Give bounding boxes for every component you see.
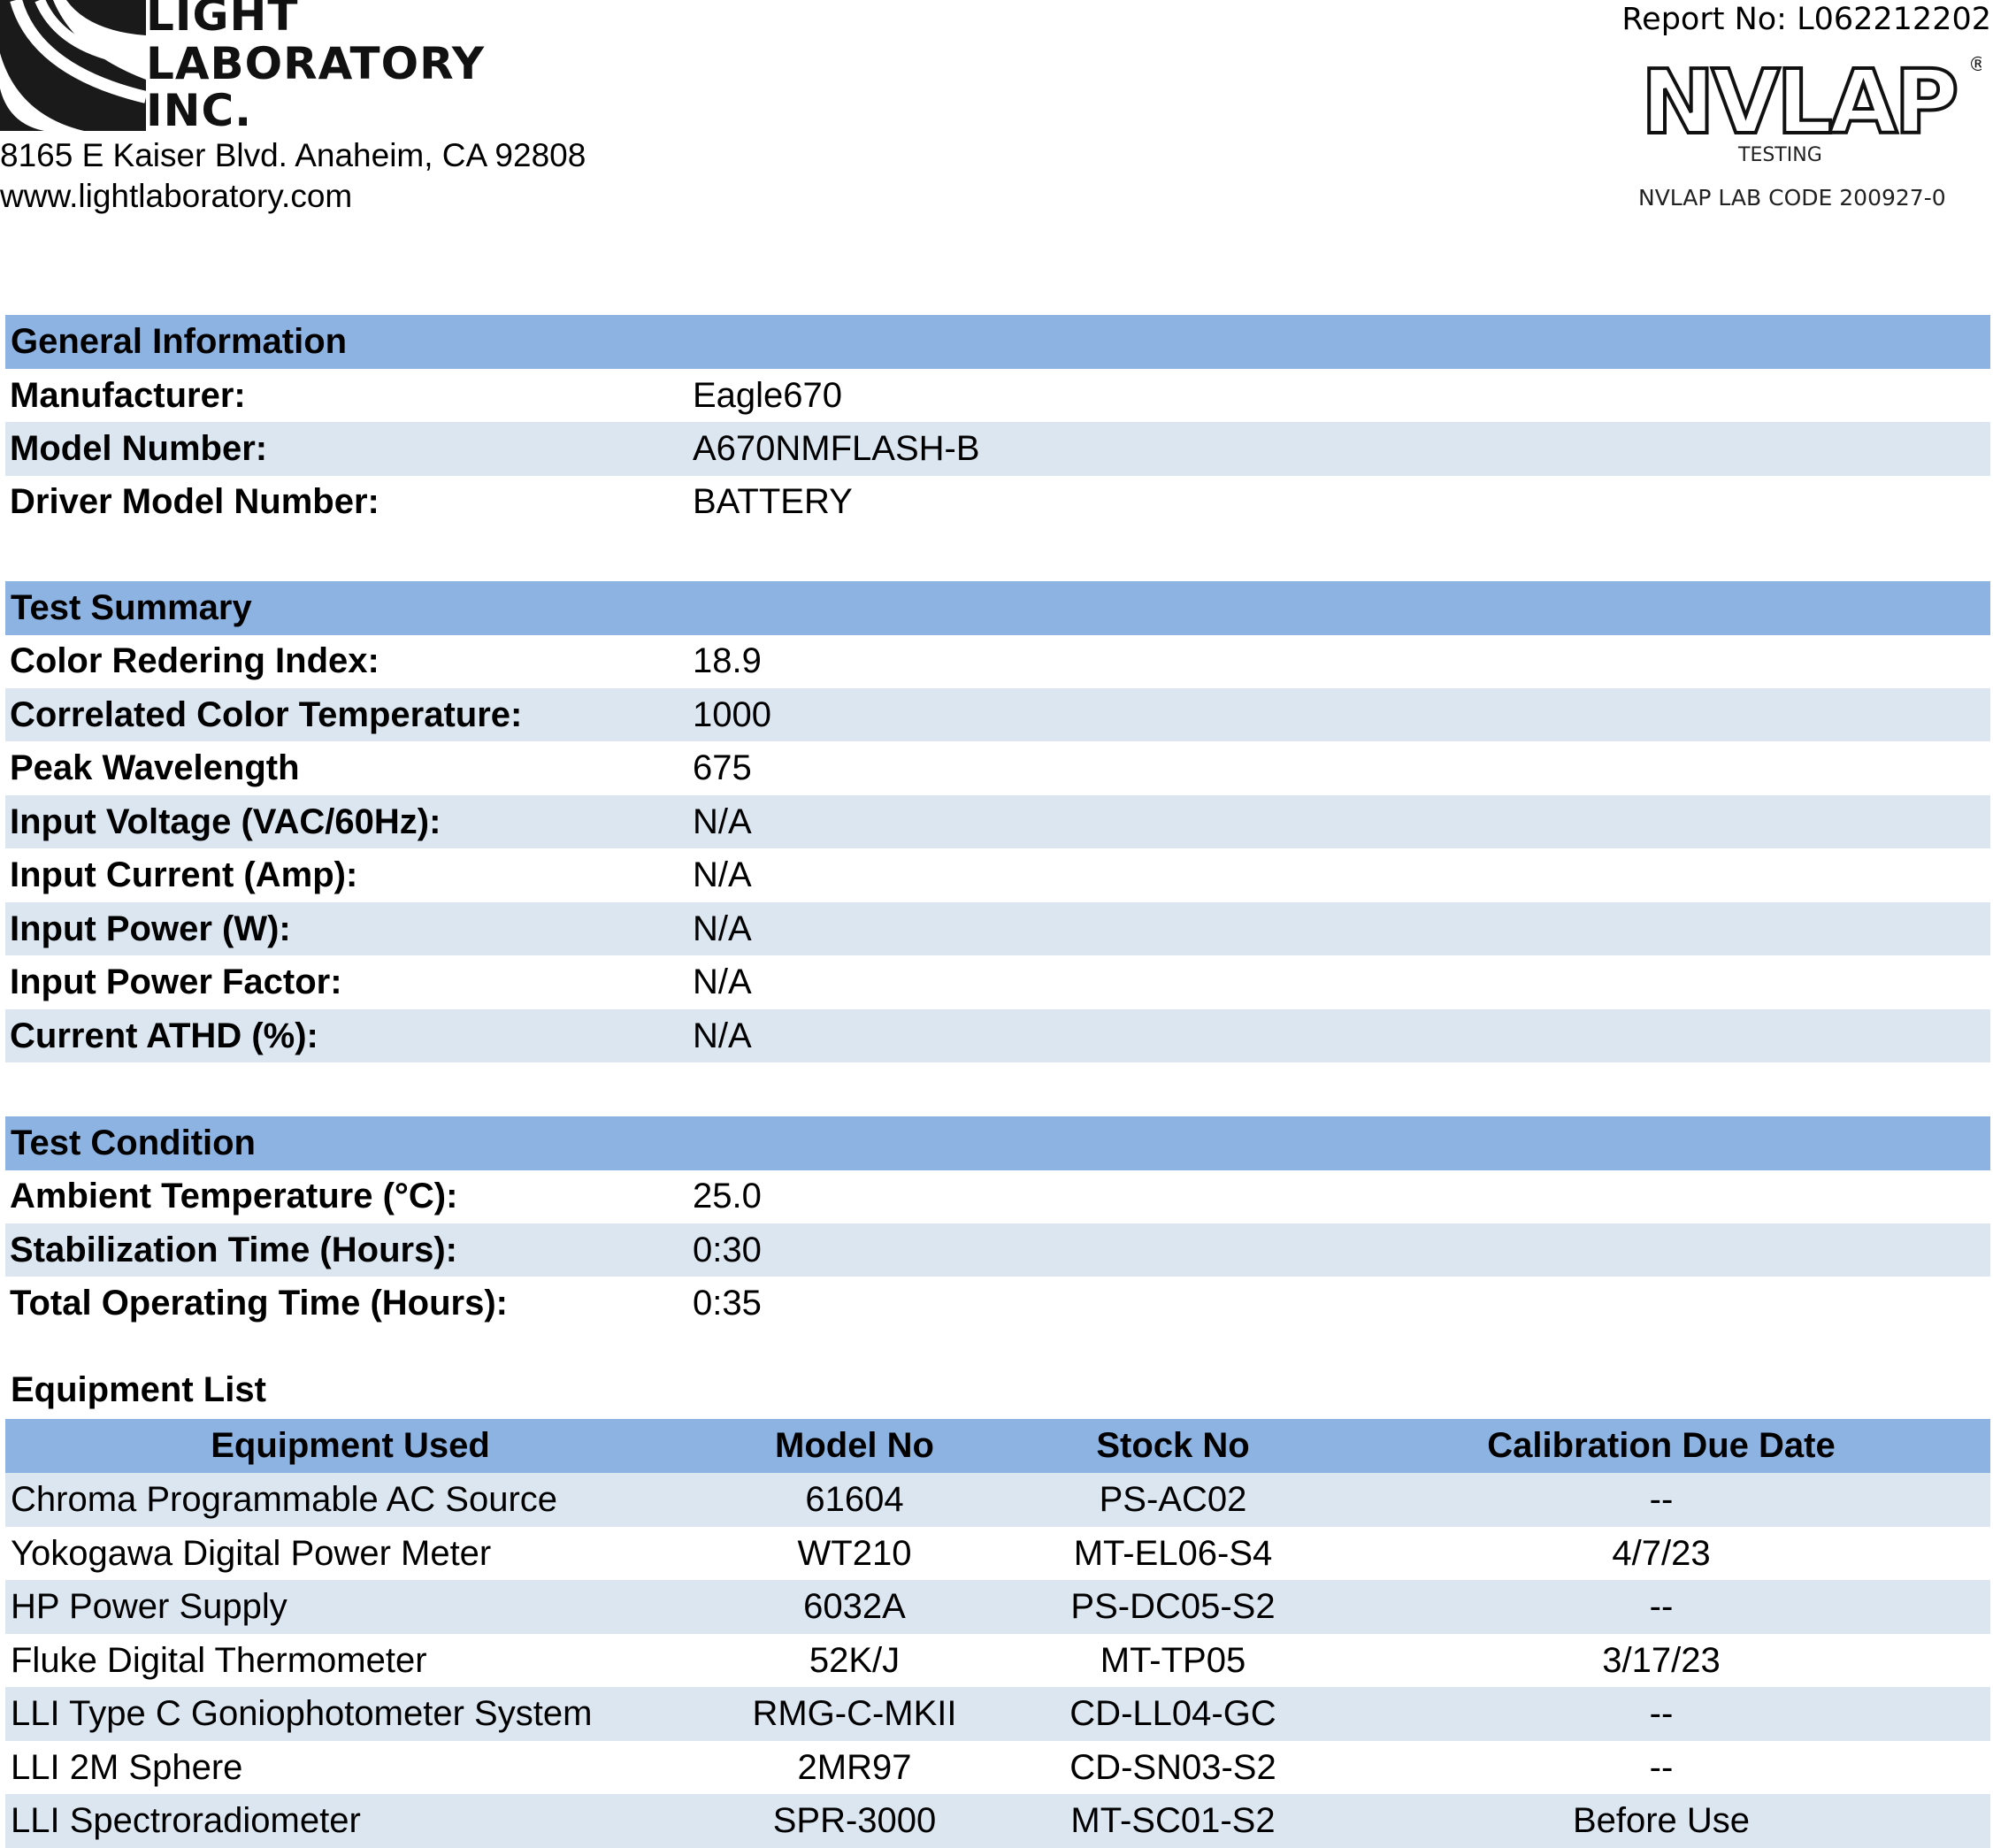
equipment-row: LLI 2M Sphere 2MR97 CD-SN03-S2 --: [5, 1741, 1990, 1795]
logo-text-line: INC.: [146, 85, 253, 136]
model-no: 2MR97: [797, 1747, 912, 1787]
field-label: Driver Model Number:: [10, 482, 379, 521]
info-row: Input Voltage (VAC/60Hz): N/A: [5, 794, 1990, 848]
calibration-due-date: --: [1649, 1747, 1674, 1787]
equipment-row: LLI Spectroradiometer SPR-3000 MT-SC01-S2 B…: [5, 1794, 1990, 1848]
logo-text-line: LABORATORY: [146, 38, 486, 89]
field-value: N/A: [693, 962, 752, 1001]
model-no: 61604: [805, 1480, 904, 1519]
svg-text:NVLAP: NVLAP: [1641, 50, 1956, 154]
model-no: RMG-C-MKII: [752, 1694, 957, 1733]
info-row: Peak Wavelength 675: [5, 741, 1990, 795]
info-row: Driver Model Number: BATTERY: [5, 475, 1990, 529]
nvlap-logo: NVLAP ® TESTING: [1637, 49, 1988, 181]
info-row: Input Current (Amp): N/A: [5, 848, 1990, 902]
equipment-list-title: Equipment List: [11, 1370, 266, 1409]
field-label: Correlated Color Temperature:: [10, 694, 523, 734]
field-label: Peak Wavelength: [10, 748, 300, 787]
field-value: 0:35: [693, 1284, 762, 1323]
field-value: 25.0: [693, 1177, 762, 1215]
light-rays-logo-icon: [0, 0, 146, 131]
calibration-due-date: --: [1649, 1587, 1674, 1626]
model-no: 52K/J: [809, 1640, 901, 1680]
model-no: 6032A: [803, 1587, 906, 1626]
field-value: 0:30: [693, 1230, 762, 1269]
field-value: N/A: [693, 855, 752, 894]
model-no: SPR-3000: [772, 1801, 937, 1840]
light-laboratory-logo: LIGHT LABORATORY INC.: [0, 0, 484, 136]
column-header: Stock No: [1096, 1426, 1250, 1465]
info-row: Input Power Factor: N/A: [5, 955, 1990, 1009]
field-value: 18.9: [693, 641, 762, 680]
stock-no: MT-TP05: [1100, 1640, 1246, 1680]
model-no: WT210: [797, 1533, 912, 1573]
field-value: Eagle670: [693, 376, 843, 415]
field-label: Stabilization Time (Hours):: [10, 1230, 457, 1269]
info-row: Input Power (W): N/A: [5, 901, 1990, 955]
field-value: A670NMFLASH-B: [693, 429, 980, 468]
info-row: Stabilization Time (Hours): 0:30: [5, 1223, 1990, 1277]
field-label: Model Number:: [10, 429, 268, 468]
column-header: Calibration Due Date: [1487, 1426, 1836, 1465]
field-label: Input Power (W):: [10, 909, 291, 948]
field-label: Input Voltage (VAC/60Hz):: [10, 801, 441, 841]
equipment-row: LLI Type C Goniophotometer System RMG-C-M…: [5, 1687, 1990, 1741]
info-row: Correlated Color Temperature: 1000: [5, 687, 1990, 741]
stock-no: MT-EL06-S4: [1073, 1533, 1273, 1573]
column-header: Model No: [775, 1426, 934, 1465]
field-label: Ambient Temperature (°C):: [10, 1177, 458, 1215]
stock-no: CD-SN03-S2: [1069, 1747, 1276, 1787]
field-value: 675: [693, 748, 752, 787]
field-value: BATTERY: [693, 482, 853, 521]
website-link[interactable]: www.lightlaboratory.com: [0, 178, 353, 214]
info-row: Manufacturer: Eagle670: [5, 369, 1990, 423]
calibration-due-date: --: [1649, 1694, 1674, 1733]
field-label: Manufacturer:: [10, 376, 246, 415]
field-value: N/A: [693, 801, 752, 841]
field-value: 1000: [693, 694, 771, 734]
calibration-due-date: --: [1649, 1480, 1674, 1519]
info-row: Current ATHD (%): N/A: [5, 1008, 1990, 1062]
test-summary-header: Test Summary: [5, 581, 1990, 635]
equipment-row: Yokogawa Digital Power Meter WT210 MT-EL06…: [5, 1527, 1990, 1581]
field-label: Total Operating Time (Hours):: [10, 1284, 508, 1323]
calibration-due-date: 3/17/23: [1602, 1640, 1721, 1680]
equipment-name: Fluke Digital Thermometer: [11, 1640, 427, 1680]
field-label: Color Redering Index:: [10, 641, 379, 680]
field-value: N/A: [693, 909, 752, 948]
stock-no: PS-DC05-S2: [1070, 1587, 1276, 1626]
equipment-row: HP Power Supply 6032A PS-DC05-S2 --: [5, 1580, 1990, 1634]
equipment-table-header: Equipment Used Model No Stock No Calibra…: [5, 1419, 1990, 1473]
test-condition-header: Test Condition: [5, 1116, 1990, 1170]
equipment-name: LLI 2M Sphere: [11, 1747, 243, 1787]
calibration-due-date: Before Use: [1572, 1801, 1751, 1840]
equipment-row: Chroma Programmable AC Source 61604 PS-AC0…: [5, 1473, 1990, 1527]
field-label: Current ATHD (%):: [10, 1016, 318, 1055]
field-label: Input Current (Amp):: [10, 855, 358, 894]
equipment-name: HP Power Supply: [11, 1587, 287, 1626]
column-header: Equipment Used: [211, 1426, 490, 1465]
info-row: Model Number: A670NMFLASH-B: [5, 422, 1990, 476]
field-value: N/A: [693, 1016, 752, 1055]
equipment-name: Yokogawa Digital Power Meter: [11, 1533, 492, 1573]
info-row: Ambient Temperature (°C): 25.0: [5, 1169, 1990, 1223]
general-information-header: General Information: [5, 315, 1990, 369]
info-row: Total Operating Time (Hours): 0:35: [5, 1277, 1990, 1330]
logo-text-line: LIGHT: [146, 0, 299, 41]
calibration-due-date: 4/7/23: [1612, 1533, 1711, 1573]
nvlap-testing-label: TESTING: [1738, 144, 1822, 166]
stock-no: MT-SC01-S2: [1070, 1801, 1276, 1840]
report-number: Report No: L062212202: [1621, 2, 1991, 37]
field-label: Input Power Factor:: [10, 962, 342, 1001]
equipment-row: Fluke Digital Thermometer 52K/J MT-TP05 3/1…: [5, 1634, 1990, 1688]
stock-no: PS-AC02: [1099, 1480, 1247, 1519]
nvlap-lab-code: NVLAP LAB CODE 200927-0: [1638, 185, 1946, 211]
address: 8165 E Kaiser Blvd. Anaheim, CA 92808: [0, 137, 586, 173]
equipment-name: LLI Spectroradiometer: [11, 1801, 361, 1840]
svg-text:®: ®: [1968, 54, 1982, 76]
equipment-name: LLI Type C Goniophotometer System: [11, 1694, 593, 1733]
info-row: Color Redering Index: 18.9: [5, 634, 1990, 688]
equipment-name: Chroma Programmable AC Source: [11, 1480, 558, 1519]
stock-no: CD-LL04-GC: [1069, 1694, 1276, 1733]
